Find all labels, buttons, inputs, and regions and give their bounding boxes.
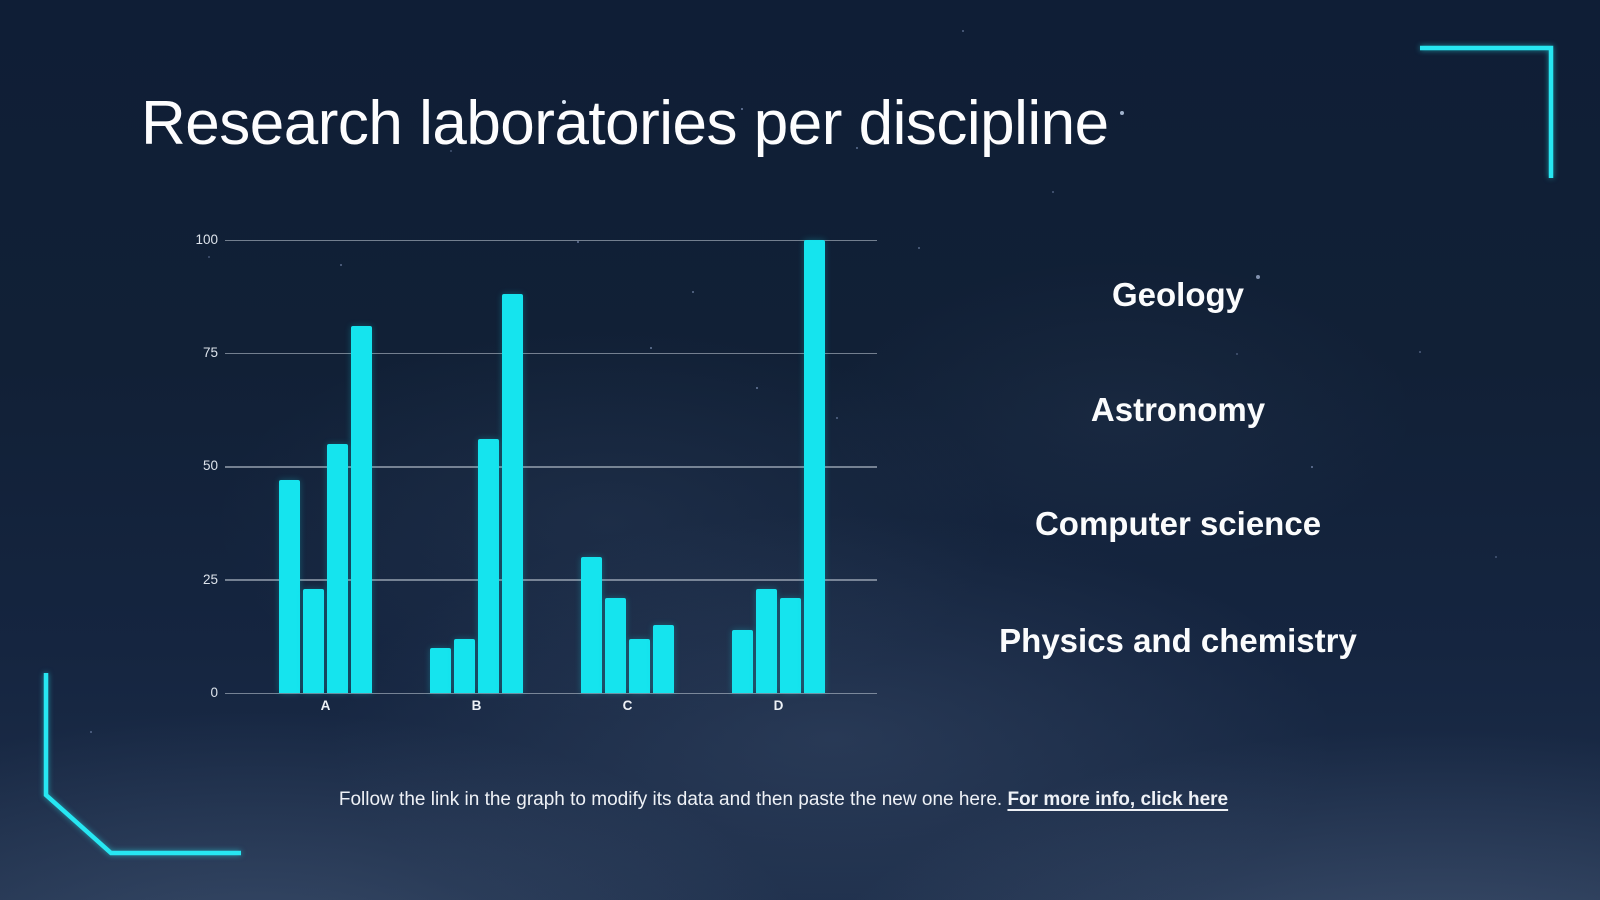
bar-cluster-A (279, 240, 372, 693)
bar (605, 597, 626, 693)
legend-item-physics-and-chemistry: Physics and chemistry (999, 622, 1357, 659)
bar-cluster-C (581, 240, 674, 693)
bar (756, 588, 777, 693)
y-tick-label: 100 (195, 232, 218, 247)
starfield-decoration (0, 0, 2, 2)
bar (502, 294, 523, 693)
bar-cluster-D (732, 240, 825, 693)
gridline-50 (225, 466, 877, 468)
bar (478, 439, 499, 693)
bar (653, 625, 674, 693)
bar (327, 443, 348, 693)
series-legend: Geology Astronomy Computer science Physi… (900, 0, 1456, 700)
y-tick-label: 0 (210, 685, 218, 700)
bar (732, 629, 753, 693)
bar (303, 588, 324, 693)
footer-note: Follow the link in the graph to modify i… (0, 787, 1600, 813)
legend-item-astronomy: Astronomy (1090, 391, 1266, 428)
bar (780, 597, 801, 693)
page-title: Research laboratories per discipline (141, 89, 1109, 158)
legend-item-computer-science: Computer science (1034, 505, 1322, 542)
gridline-100 (225, 239, 877, 241)
y-tick-label: 50 (202, 458, 218, 473)
footer-text: Follow the link in the graph to modify i… (338, 789, 1008, 810)
bar (804, 240, 825, 693)
gridline-75 (225, 352, 877, 355)
x-axis-label: D (773, 698, 784, 713)
gridline-0 (225, 692, 877, 694)
bar (629, 638, 650, 693)
bar (430, 647, 451, 693)
more-info-link[interactable]: For more info, click here (1007, 789, 1229, 810)
bar-cluster-B (430, 240, 523, 693)
x-axis-label: C (622, 698, 633, 713)
x-axis-label: A (320, 698, 331, 713)
bar (581, 557, 602, 693)
y-tick-label: 75 (202, 345, 218, 360)
bar (279, 480, 300, 693)
gridline-25 (225, 579, 877, 581)
y-tick-label: 25 (202, 572, 218, 587)
x-axis-label: B (471, 698, 482, 713)
bar (454, 638, 475, 693)
bar (351, 326, 372, 693)
legend-item-geology: Geology (1111, 276, 1245, 313)
